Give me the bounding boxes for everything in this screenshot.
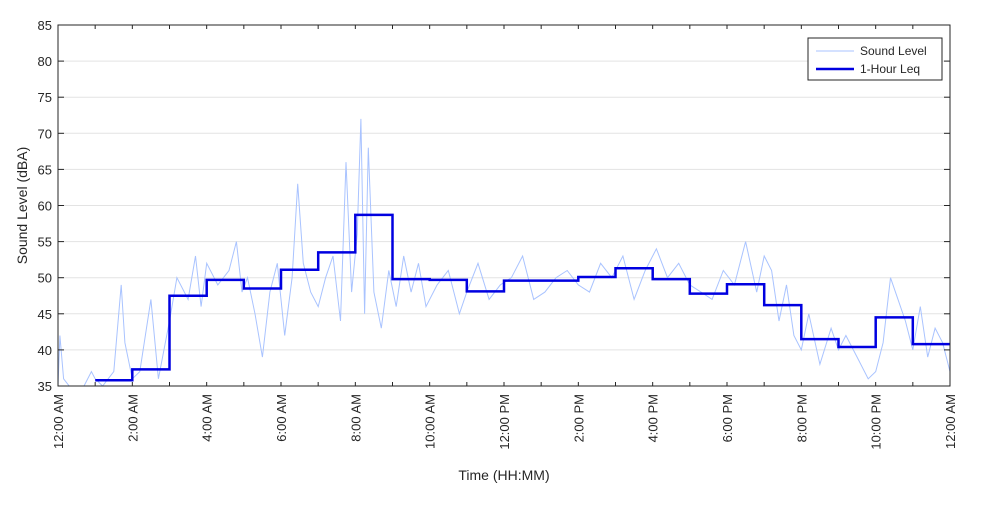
x-tick-label: 8:00 AM (348, 394, 363, 442)
legend-box (807, 37, 943, 81)
y-tick-label: 55 (38, 235, 52, 250)
y-tick-label: 70 (38, 126, 52, 141)
legend: Sound Level 1-Hour Leq (807, 37, 943, 81)
y-tick-label: 85 (38, 18, 52, 33)
x-tick-label: 12:00 AM (943, 394, 958, 449)
y-tick-label: 60 (38, 199, 52, 214)
x-axis-title: Time (HH:MM) (458, 467, 549, 483)
x-tick-label: 6:00 PM (720, 394, 735, 442)
series-layer (58, 118, 950, 386)
x-tick-label: 10:00 PM (869, 394, 884, 450)
y-tick-label: 40 (38, 343, 52, 358)
legend-label-sound-level: Sound Level (860, 44, 927, 58)
x-tick-label: 12:00 PM (497, 394, 512, 450)
y-tick-label: 35 (38, 379, 52, 394)
x-tick-label: 4:00 PM (646, 394, 661, 442)
x-tick-label: 6:00 AM (274, 394, 289, 442)
y-tick-label: 75 (38, 90, 52, 105)
x-tick-label: 12:00 AM (51, 394, 66, 449)
x-tick-label: 10:00 AM (423, 394, 438, 449)
x-tick-label: 2:00 AM (125, 394, 140, 442)
grid-lines (58, 60, 950, 351)
leq-step-line (95, 213, 950, 382)
x-tick-label: 8:00 PM (794, 394, 809, 442)
x-tick-label: 4:00 AM (200, 394, 215, 442)
y-tick-label: 45 (38, 307, 52, 322)
y-tick-label: 50 (38, 271, 52, 286)
y-tick-label: 80 (38, 54, 52, 69)
y-tick-label: 65 (38, 162, 52, 177)
ticks: 35 40 45 50 55 60 65 70 75 80 85 12:00 AM 2:00 AM 4:0… (38, 18, 958, 450)
x-tick-label: 2:00 PM (571, 394, 586, 442)
y-axis-title: Sound Level (dBA) (14, 147, 30, 265)
legend-label-leq: 1-Hour Leq (860, 62, 920, 76)
